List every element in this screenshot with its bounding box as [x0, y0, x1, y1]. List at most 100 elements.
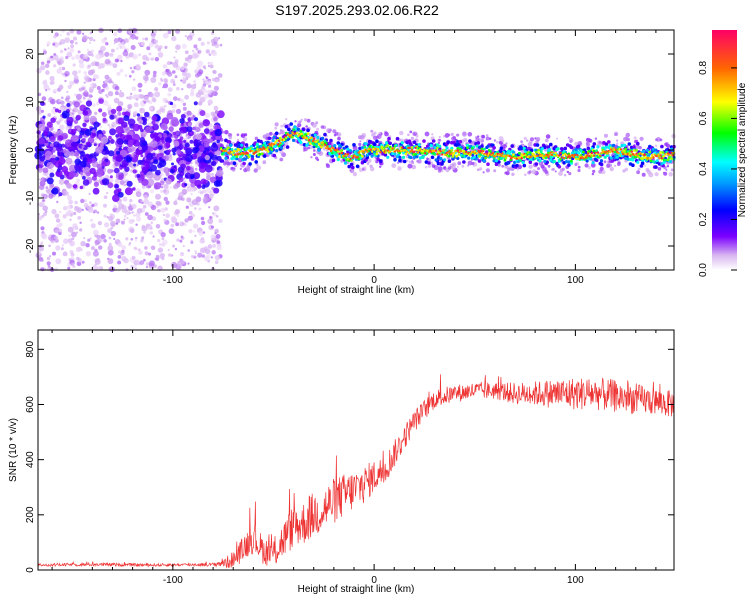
- heatmap-cell: [179, 136, 184, 141]
- heatmap-cell: [155, 254, 160, 259]
- heatmap-cell: [88, 86, 94, 92]
- heatmap-cell: [90, 223, 96, 229]
- heatmap-cell: [457, 133, 460, 136]
- snr-xtick-label: -100: [163, 575, 183, 586]
- heatmap-cell: [546, 145, 551, 149]
- heatmap-cell: [528, 170, 532, 174]
- heatmap-cell: [385, 141, 389, 145]
- heatmap-cell: [477, 159, 482, 163]
- heatmap-cell: [480, 151, 484, 155]
- heatmap-cell: [114, 184, 120, 189]
- heatmap-cell: [98, 133, 103, 139]
- heatmap-cell: [154, 87, 159, 92]
- heatmap-cell: [479, 167, 483, 171]
- heatmap-cell: [505, 142, 508, 145]
- heatmap-cell: [128, 212, 132, 215]
- heatmap-cell: [558, 171, 563, 177]
- heatmap-cell: [503, 154, 507, 157]
- heatmap-cell: [179, 239, 183, 243]
- heatmap-cell: [149, 92, 154, 98]
- heatmap-cell: [559, 151, 562, 155]
- heatmap-cell: [262, 154, 267, 158]
- heatmap-cell: [169, 168, 175, 174]
- heatmap-cell: [461, 150, 464, 153]
- heatmap-cell: [405, 150, 409, 153]
- heatmap-cell: [204, 164, 213, 173]
- heatmap-cell: [421, 150, 424, 153]
- heatmap-cell: [75, 114, 82, 121]
- heatmap-cell: [495, 140, 499, 144]
- heatmap-cell: [147, 214, 153, 221]
- heatmap-cell: [175, 182, 181, 188]
- heatmap-cell: [214, 128, 222, 137]
- heatmap-cell: [175, 44, 181, 50]
- heatmap-cell: [185, 72, 192, 79]
- heatmap-cell: [124, 38, 129, 43]
- heatmap-cell: [168, 253, 172, 257]
- heatmap-cell: [648, 172, 654, 178]
- heatmap-cell: [490, 153, 493, 157]
- heatmap-cell: [176, 149, 182, 155]
- heatmap-cell: [67, 209, 72, 214]
- heatmap-cell: [402, 151, 405, 155]
- heatmap-cell: [198, 101, 203, 106]
- heatmap-cell: [128, 219, 134, 224]
- heatmap-cell: [574, 163, 578, 166]
- spectrogram-ytick-label: 10: [25, 96, 36, 108]
- heatmap-cell: [152, 235, 155, 238]
- heatmap-cell: [664, 142, 668, 147]
- heatmap-cell: [565, 154, 568, 157]
- heatmap-cell: [58, 151, 63, 155]
- heatmap-cell: [616, 139, 619, 142]
- heatmap-cell: [114, 58, 119, 63]
- heatmap-cell: [585, 159, 589, 163]
- heatmap-cell: [628, 157, 633, 161]
- heatmap-cell: [173, 96, 178, 101]
- heatmap-cell: [173, 56, 176, 59]
- heatmap-cell: [167, 187, 170, 190]
- heatmap-cell: [348, 149, 352, 153]
- heatmap-cell: [197, 145, 205, 153]
- snr-ylabel: SNR (10 * v/v): [8, 418, 19, 482]
- heatmap-cell: [448, 154, 451, 158]
- heatmap-cell: [577, 168, 581, 173]
- heatmap-cell: [654, 165, 658, 169]
- heatmap-cell: [91, 53, 94, 57]
- heatmap-cell: [194, 234, 197, 238]
- heatmap-cell: [401, 155, 406, 159]
- heatmap-cell: [68, 199, 73, 205]
- heatmap-cell: [40, 267, 45, 272]
- heatmap-cell: [37, 167, 43, 173]
- heatmap-cell: [215, 79, 219, 83]
- heatmap-cell: [234, 164, 238, 168]
- heatmap-cell: [585, 137, 591, 143]
- heatmap-cell: [486, 162, 490, 166]
- heatmap-cell: [193, 44, 198, 49]
- heatmap-cell: [207, 61, 211, 65]
- heatmap-cell: [560, 156, 563, 159]
- heatmap-cell: [224, 149, 228, 153]
- heatmap-cell: [163, 183, 169, 189]
- heatmap-cell: [468, 139, 472, 143]
- heatmap-cell: [596, 151, 600, 154]
- heatmap-cell: [260, 152, 264, 156]
- heatmap-cell: [479, 138, 483, 142]
- heatmap-cell: [107, 104, 112, 109]
- heatmap-cell: [526, 151, 530, 154]
- heatmap-cell: [119, 133, 126, 140]
- heatmap-cell: [659, 154, 662, 157]
- heatmap-cell: [265, 133, 270, 138]
- heatmap-cell: [160, 186, 164, 189]
- heatmap-cell: [60, 247, 64, 251]
- heatmap-cell: [232, 161, 237, 166]
- heatmap-cell: [556, 147, 560, 151]
- heatmap-cell: [208, 84, 212, 88]
- spectrogram-xlabel: Height of straight line (km): [298, 285, 415, 296]
- heatmap-cell: [82, 110, 89, 116]
- heatmap-cell: [187, 249, 191, 252]
- heatmap-cell: [206, 41, 210, 45]
- heatmap-cell: [107, 182, 114, 189]
- heatmap-cell: [94, 111, 98, 116]
- heatmap-cell: [216, 244, 222, 251]
- heatmap-cell: [329, 149, 333, 153]
